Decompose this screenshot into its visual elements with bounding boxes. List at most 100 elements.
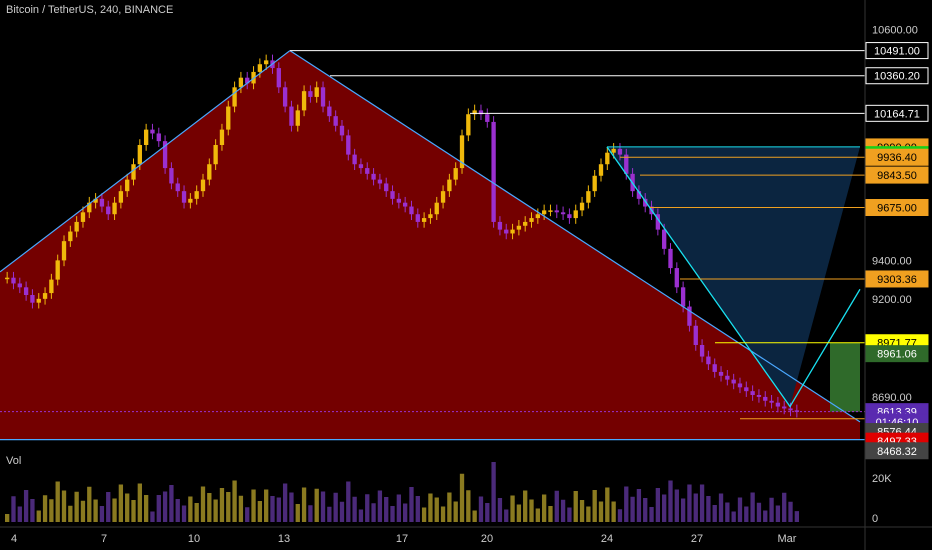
target-box	[830, 342, 860, 412]
volume-bar	[320, 491, 326, 522]
projection-line	[606, 146, 861, 408]
candle	[693, 325, 698, 345]
volume-bar	[112, 498, 117, 522]
candle	[643, 198, 648, 207]
candle	[295, 110, 300, 126]
volume-bar	[567, 507, 572, 522]
candle	[238, 77, 244, 88]
candle	[687, 306, 692, 326]
volume-bar	[554, 490, 559, 522]
candle	[605, 152, 610, 165]
candle	[403, 202, 408, 207]
candle	[554, 210, 559, 213]
volume-bar	[731, 511, 736, 522]
candle	[718, 371, 724, 376]
volume-bar	[352, 496, 357, 522]
volume-label: Vol	[6, 455, 22, 467]
candle	[712, 364, 717, 372]
candle	[245, 77, 250, 84]
candle	[150, 129, 155, 134]
candle	[541, 210, 547, 215]
candle	[491, 121, 496, 222]
candle	[598, 164, 604, 176]
volume-bar	[365, 494, 370, 522]
candle	[699, 345, 705, 357]
volume-bar	[440, 506, 446, 522]
price-label: 10164.71	[874, 108, 920, 120]
price-label: 10491.00	[874, 46, 920, 58]
volume-bars	[5, 462, 799, 522]
volume-bar	[213, 499, 218, 522]
candle	[428, 214, 433, 219]
price-label-box	[865, 67, 929, 85]
volume-bar	[737, 497, 743, 522]
volume-bar	[529, 499, 534, 522]
candle	[434, 202, 439, 215]
volume-bar	[718, 493, 724, 522]
volume-bar	[592, 490, 597, 522]
price-label-box	[865, 442, 929, 460]
volume-bar	[23, 490, 29, 522]
volume-bar	[459, 473, 465, 522]
volume-bar	[99, 506, 105, 522]
candle	[213, 145, 218, 165]
volume-bar	[207, 493, 212, 522]
price-label-box	[865, 42, 929, 60]
candle	[548, 210, 553, 212]
volume-bar	[143, 495, 149, 522]
volume-tick-label: 20K	[872, 473, 892, 485]
x-tick-label: 13	[278, 533, 290, 545]
volume-bar	[257, 501, 263, 522]
candle	[156, 133, 161, 142]
candle	[93, 198, 98, 203]
candle	[674, 268, 679, 288]
volume-bar	[301, 487, 307, 522]
y-tick-label: 10600.00	[872, 25, 918, 37]
volume-bar	[93, 499, 98, 522]
price-label-box	[865, 148, 929, 166]
volume-bar	[598, 501, 604, 522]
candle	[440, 191, 446, 203]
candle	[137, 145, 142, 165]
candle	[573, 210, 578, 219]
price-axis: 10600.00 9400.00 9200.00 8690.00 10491.00 103…	[864, 0, 929, 550]
candle	[87, 202, 92, 213]
price-label-box	[865, 166, 929, 184]
candle	[36, 298, 41, 303]
descending-trendline	[289, 50, 861, 423]
volume-bar	[655, 488, 661, 522]
volume-bar	[491, 462, 496, 522]
candle	[188, 198, 193, 203]
volume-bar	[396, 494, 401, 522]
volume-bar	[264, 489, 269, 522]
candle	[346, 135, 351, 155]
candle	[617, 148, 623, 155]
candle	[257, 64, 263, 72]
candle	[264, 60, 269, 65]
volume-bar	[630, 496, 635, 522]
candle	[207, 164, 212, 180]
candle	[655, 214, 661, 230]
volume-bar	[750, 492, 755, 522]
candle	[421, 218, 427, 222]
candle	[358, 164, 364, 169]
candle	[592, 175, 597, 192]
candle	[68, 231, 73, 242]
candle	[668, 248, 673, 269]
volume-bar	[5, 514, 10, 522]
candle	[308, 91, 313, 97]
volume-bar	[295, 504, 300, 522]
volume-bar	[472, 510, 477, 522]
volume-bar	[188, 496, 193, 522]
candle	[535, 214, 540, 219]
y-tick-label: 9400.00	[872, 255, 912, 267]
volume-bar	[706, 496, 711, 522]
candle	[560, 212, 566, 215]
volume-bar	[377, 490, 383, 522]
volume-bar	[118, 484, 124, 522]
candle	[384, 183, 389, 192]
price-label: 8961.06	[877, 349, 917, 361]
pattern-fills	[0, 50, 860, 440]
volume-bar	[428, 493, 433, 522]
